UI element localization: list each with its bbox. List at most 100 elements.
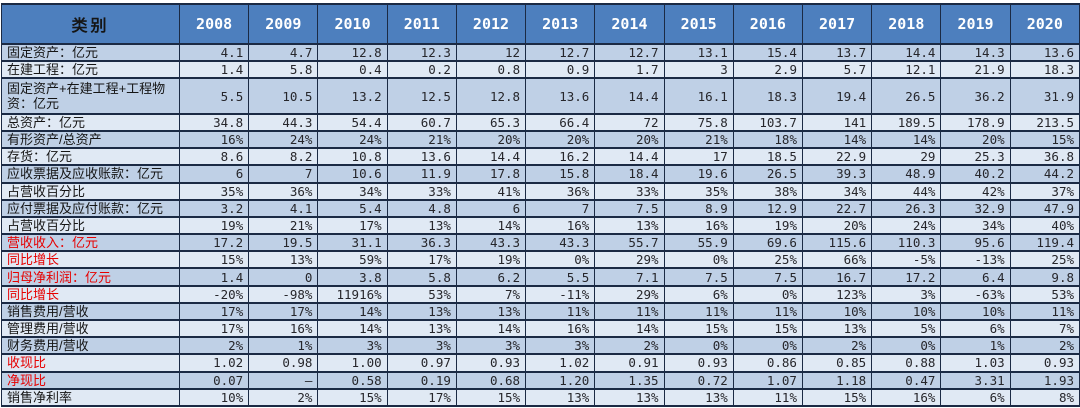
cell: 75.8	[663, 112, 734, 132]
row-label: 应付票据及应付账款：亿元	[1, 198, 180, 218]
cell: 3%	[317, 336, 388, 356]
cell: 53%	[1009, 284, 1080, 304]
cell: 24%	[248, 129, 319, 150]
cell: 12	[455, 42, 527, 63]
cell: 16.1	[663, 77, 734, 115]
table-row: 净现比 0.07–0.58 0.19 0.68 1.20 1.35 0.72 1.07 1.18…	[1, 370, 1080, 390]
category-header: 类别	[1, 3, 180, 45]
row-label: 固定资产+在建工程+工程物资：亿元	[1, 77, 180, 115]
year-column-header: 2009	[248, 3, 319, 45]
cell: 1.4	[178, 267, 250, 287]
cell: 17%	[386, 250, 457, 270]
cell: 14%	[871, 129, 942, 150]
cell: 7%	[455, 284, 527, 304]
cell: 21.9	[940, 60, 1011, 80]
cell: 0.91	[594, 353, 665, 373]
cell: 12.1	[871, 60, 942, 80]
table-row: 有形资产/总资产 16% 24% 24% 21% 20% 20% 20% 21% 18% 14% 14…	[1, 129, 1080, 150]
cell: 119.4	[1009, 233, 1080, 253]
cell: 19%	[178, 215, 250, 236]
cell: 29%	[594, 284, 665, 304]
cell: 10%	[178, 387, 250, 408]
cell: 29	[871, 147, 942, 167]
cell: 19.5	[248, 233, 319, 253]
cell: 20%	[801, 215, 873, 236]
cell: 10%	[871, 301, 942, 322]
cell: 16%	[663, 215, 734, 236]
table-row: 占营收百分比 19% 21% 17% 13% 14% 16% 13% 16% 19% 20% 24% 3…	[1, 215, 1080, 236]
cell: 17.2	[178, 233, 250, 253]
row-label: 销售净利率	[1, 387, 180, 408]
cell: 18.4	[594, 164, 665, 184]
cell: 66.4	[525, 112, 596, 132]
cell: 15%	[801, 387, 873, 408]
cell: 1%	[248, 336, 319, 356]
cell: 10.5	[248, 77, 319, 115]
cell: 5.5	[178, 77, 250, 115]
cell: 7.5	[594, 198, 665, 218]
cell: 3%	[871, 284, 942, 304]
table-row: 应付票据及应付账款：亿元 3.2 4.1 5.4 4.8 6 7 7.5 8.9 12.9 22.7…	[1, 198, 1080, 218]
cell: 13%	[594, 215, 665, 236]
cell: 12.5	[386, 77, 457, 115]
cell: 2%	[801, 336, 873, 356]
cell: 6%	[940, 387, 1011, 408]
cell: 189.5	[871, 112, 942, 132]
cell: 36%	[525, 181, 596, 201]
cell: 15%	[317, 387, 388, 408]
cell: 16%	[525, 215, 596, 236]
year-column-header: 2013	[525, 3, 596, 45]
cell: 55.7	[594, 233, 665, 253]
year-column-header: 2020	[1009, 3, 1080, 45]
cell: 7	[525, 198, 596, 218]
cell: 10%	[940, 301, 1011, 322]
cell: 32.9	[940, 198, 1011, 218]
cell: 110.3	[871, 233, 942, 253]
cell: 8.9	[663, 198, 734, 218]
cell: 13.7	[801, 42, 873, 63]
cell: -13%	[940, 250, 1011, 270]
cell: 18.3	[1009, 60, 1080, 80]
cell: 1.03	[940, 353, 1011, 373]
cell: 6	[178, 164, 250, 184]
cell: 44%	[871, 181, 942, 201]
cell: 21%	[386, 129, 457, 150]
cell: 13%	[663, 387, 734, 408]
cell: 0.2	[386, 60, 457, 80]
cell: 0%	[732, 336, 803, 356]
cell: -11%	[525, 284, 596, 304]
cell: 5.4	[317, 198, 388, 218]
cell: 1.18	[801, 370, 873, 390]
cell: 31.1	[317, 233, 388, 253]
cell: 0.47	[871, 370, 942, 390]
header-row: 类别 2008 2009 2010 2011 2012 2013 2014 2015 2016 20…	[1, 3, 1080, 45]
cell: 2%	[594, 336, 665, 356]
cell: -98%	[248, 284, 319, 304]
cell: 2%	[178, 336, 250, 356]
table-row: 销售费用/营收 17% 17% 14% 13% 13% 11% 11% 11% 11% 10% 10%…	[1, 301, 1080, 322]
row-label: 净现比	[1, 370, 180, 390]
cell: 2%	[1009, 336, 1080, 356]
cell: 14%	[455, 319, 527, 339]
table-row: 销售净利率 10% 2% 15% 17% 15% 13% 13% 13% 11% 15% 16% 6% 8…	[1, 387, 1080, 408]
cell: 15.4	[732, 42, 803, 63]
cell: 48.9	[871, 164, 942, 184]
year-column-header: 2015	[663, 3, 734, 45]
cell: 10.8	[317, 147, 388, 167]
cell: 0.93	[663, 353, 734, 373]
row-label: 有形资产/总资产	[1, 129, 180, 150]
cell: 22.7	[801, 198, 873, 218]
cell: 12.7	[594, 42, 665, 63]
cell: 0.8	[455, 60, 527, 80]
cell: 19.6	[663, 164, 734, 184]
cell: 24%	[317, 129, 388, 150]
cell: 20%	[525, 129, 596, 150]
cell: 13%	[801, 319, 873, 339]
cell: 7	[248, 164, 319, 184]
cell: 26.5	[871, 77, 942, 115]
cell: 1.02	[525, 353, 596, 373]
cell: -63%	[940, 284, 1011, 304]
table-row: 收现比 1.02 0.98 1.00 0.97 0.93 1.02 0.91 0.93 0.86 0…	[1, 353, 1080, 373]
cell: 16.2	[525, 147, 596, 167]
cell: 7.5	[663, 267, 734, 287]
